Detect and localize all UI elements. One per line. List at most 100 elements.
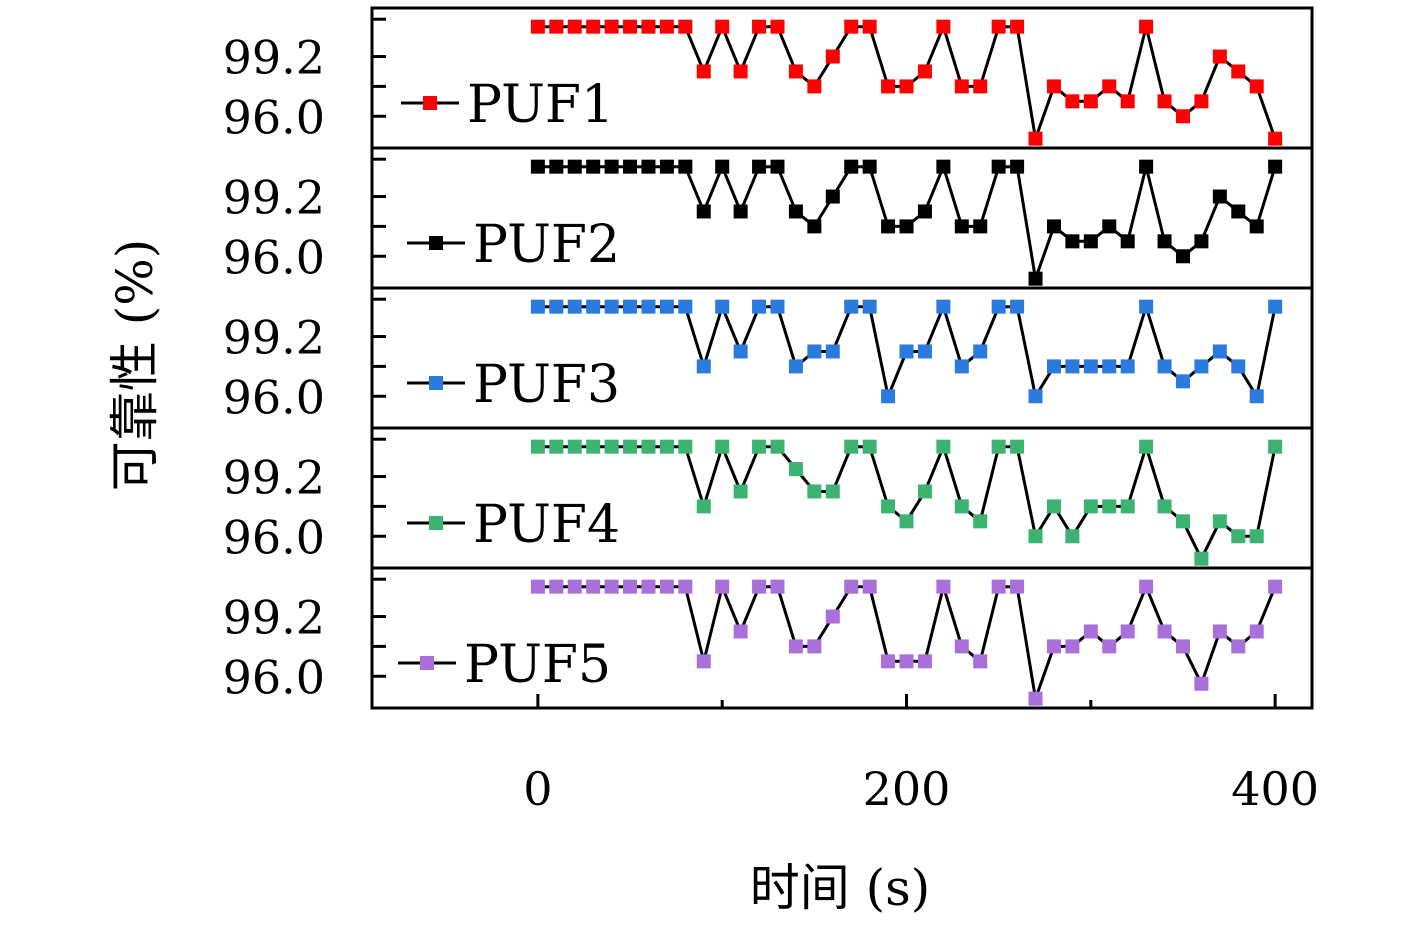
y-tick-label: 96.0 bbox=[223, 510, 325, 564]
data-point bbox=[530, 579, 545, 594]
data-point bbox=[623, 159, 638, 174]
data-point bbox=[1065, 359, 1080, 374]
data-point bbox=[1102, 639, 1117, 654]
legend-marker bbox=[423, 96, 437, 110]
data-point bbox=[567, 299, 582, 314]
data-point bbox=[752, 579, 767, 594]
data-point bbox=[659, 299, 674, 314]
data-point bbox=[1157, 624, 1172, 639]
data-point bbox=[567, 19, 582, 34]
data-point bbox=[678, 19, 693, 34]
data-point bbox=[844, 579, 859, 594]
data-point bbox=[1175, 249, 1190, 264]
data-point bbox=[1083, 234, 1098, 249]
data-point bbox=[1212, 344, 1227, 359]
data-point bbox=[770, 439, 785, 454]
data-point bbox=[881, 219, 896, 234]
data-point bbox=[1212, 49, 1227, 64]
data-point bbox=[862, 439, 877, 454]
legend-marker bbox=[420, 656, 434, 670]
data-point bbox=[936, 579, 951, 594]
data-point bbox=[586, 579, 601, 594]
data-point bbox=[1268, 579, 1283, 594]
data-point bbox=[1194, 94, 1209, 109]
data-point bbox=[1046, 639, 1061, 654]
data-point bbox=[604, 299, 619, 314]
data-point bbox=[1120, 499, 1135, 514]
data-point bbox=[954, 219, 969, 234]
data-point bbox=[549, 579, 564, 594]
data-point bbox=[788, 639, 803, 654]
data-point bbox=[1249, 219, 1264, 234]
data-point bbox=[1028, 131, 1043, 146]
data-point bbox=[678, 299, 693, 314]
data-point bbox=[1175, 374, 1190, 389]
data-point bbox=[1083, 624, 1098, 639]
data-point bbox=[715, 299, 730, 314]
data-point bbox=[1028, 529, 1043, 544]
data-point bbox=[788, 359, 803, 374]
data-point bbox=[1065, 234, 1080, 249]
data-point bbox=[770, 19, 785, 34]
data-point bbox=[752, 159, 767, 174]
data-point bbox=[1231, 529, 1246, 544]
data-point bbox=[973, 79, 988, 94]
panel-frame bbox=[370, 566, 1314, 710]
data-point bbox=[807, 79, 822, 94]
data-point bbox=[770, 159, 785, 174]
data-point bbox=[862, 19, 877, 34]
data-point bbox=[844, 439, 859, 454]
data-point bbox=[1010, 439, 1025, 454]
data-point bbox=[825, 609, 840, 624]
data-point bbox=[659, 19, 674, 34]
data-point bbox=[530, 159, 545, 174]
data-point bbox=[1028, 691, 1043, 706]
data-point bbox=[954, 499, 969, 514]
y-tick-label: 96.0 bbox=[223, 230, 325, 284]
data-point bbox=[715, 579, 730, 594]
data-point bbox=[1157, 234, 1172, 249]
data-point bbox=[1194, 676, 1209, 691]
data-point bbox=[1268, 299, 1283, 314]
data-point bbox=[1120, 234, 1135, 249]
data-point bbox=[1249, 529, 1264, 544]
data-point bbox=[641, 159, 656, 174]
data-point bbox=[1120, 624, 1135, 639]
data-point bbox=[567, 159, 582, 174]
data-point bbox=[991, 579, 1006, 594]
panel-puf5: 99.296.0 PUF5 bbox=[223, 566, 1314, 710]
data-point bbox=[1139, 159, 1154, 174]
data-point bbox=[1010, 159, 1025, 174]
data-point bbox=[991, 159, 1006, 174]
data-point bbox=[1065, 639, 1080, 654]
data-point bbox=[991, 19, 1006, 34]
data-point bbox=[733, 484, 748, 499]
data-point bbox=[1249, 79, 1264, 94]
data-point bbox=[899, 219, 914, 234]
panel-puf2: 99.296.0 PUF2 bbox=[223, 146, 1314, 290]
x-tick-label: 0 bbox=[523, 762, 552, 816]
data-point bbox=[659, 579, 674, 594]
data-point bbox=[641, 299, 656, 314]
data-point bbox=[881, 79, 896, 94]
data-point bbox=[1212, 514, 1227, 529]
data-point bbox=[715, 159, 730, 174]
data-point bbox=[1010, 579, 1025, 594]
data-point bbox=[1268, 159, 1283, 174]
data-point bbox=[862, 159, 877, 174]
data-point bbox=[1194, 359, 1209, 374]
data-point bbox=[936, 439, 951, 454]
data-point bbox=[1083, 499, 1098, 514]
y-tick-label: 96.0 bbox=[223, 90, 325, 144]
legend-marker bbox=[429, 376, 443, 390]
data-point bbox=[1231, 359, 1246, 374]
data-point bbox=[991, 299, 1006, 314]
data-point bbox=[1102, 219, 1117, 234]
data-point bbox=[1194, 234, 1209, 249]
data-point bbox=[1249, 389, 1264, 404]
data-point bbox=[586, 159, 601, 174]
data-point bbox=[1083, 359, 1098, 374]
x-tick-label: 400 bbox=[1231, 762, 1319, 816]
data-point bbox=[881, 499, 896, 514]
